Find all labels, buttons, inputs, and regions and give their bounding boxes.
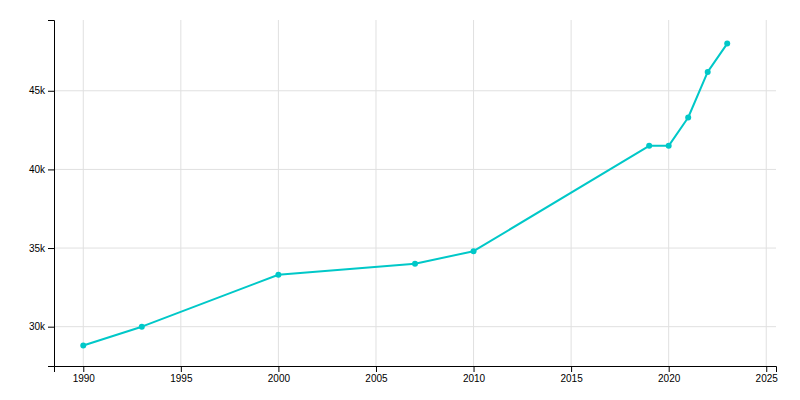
x-axis: 1990 1995 2000 2005 2010 2015 2020 2025: [55, 366, 779, 384]
tick: 2020: [658, 366, 681, 384]
point: [646, 143, 652, 149]
grid-line: [375, 20, 376, 366]
grid-line: [54, 248, 776, 249]
tick-label: 30k: [29, 321, 46, 332]
point: [412, 261, 418, 267]
tick: 2010: [463, 366, 486, 384]
plot: 1990 1995 2000 2005 2010 2015 2020 2025 30k 35k 40…: [29, 20, 778, 384]
grid: [54, 20, 776, 366]
axis-line: [48, 21, 55, 367]
tick-mark: [48, 169, 54, 170]
grid-line: [54, 326, 776, 327]
tick-mark: [278, 366, 279, 372]
y-axis: 30k 35k 40k 45k: [29, 21, 55, 367]
tick-label: 2005: [365, 373, 388, 384]
tick-label: 2015: [560, 373, 583, 384]
tick: 40k: [29, 164, 54, 175]
tick-label: 2025: [756, 373, 779, 384]
tick-mark: [669, 366, 670, 372]
grid-line: [473, 20, 474, 366]
grid-line: [278, 20, 279, 366]
tick: 35k: [29, 243, 54, 254]
tick-label: 1995: [170, 373, 193, 384]
point: [666, 143, 672, 149]
tick-mark: [48, 327, 54, 328]
tick-mark: [48, 248, 54, 249]
marks: [80, 41, 730, 349]
tick-mark: [766, 366, 767, 372]
chart: 1990 1995 2000 2005 2010 2015 2020 2025 30k 35k 40…: [0, 0, 800, 400]
tick-label: 40k: [29, 164, 46, 175]
grid-line: [54, 90, 776, 91]
grid-line: [766, 20, 767, 366]
point: [724, 41, 730, 47]
tick-label: 35k: [29, 243, 46, 254]
tick-label: 2020: [658, 373, 681, 384]
tick-mark: [376, 366, 377, 372]
tick: 2015: [560, 366, 583, 384]
grid-line: [83, 20, 84, 366]
point: [705, 69, 711, 75]
point: [80, 343, 86, 349]
point: [139, 324, 145, 330]
grid-line: [180, 20, 181, 366]
grid-line: [54, 169, 776, 170]
tick-mark: [48, 91, 54, 92]
tick: 2005: [365, 366, 388, 384]
tick-mark: [181, 366, 182, 372]
point: [471, 248, 477, 254]
tick-label: 45k: [29, 85, 46, 96]
tick-label: 2010: [463, 373, 486, 384]
tick-mark: [571, 366, 572, 372]
tick-mark: [474, 366, 475, 372]
axis-line: [55, 367, 777, 373]
tick-mark: [83, 366, 84, 372]
point: [685, 115, 691, 121]
tick-label: 1990: [73, 373, 96, 384]
tick: 30k: [29, 321, 54, 332]
line: [83, 44, 727, 346]
tick-label: 2000: [268, 373, 291, 384]
grid-line: [668, 20, 669, 366]
tick: 2025: [756, 366, 779, 384]
point: [275, 272, 281, 278]
tick: 2000: [268, 366, 291, 384]
tick: 45k: [29, 85, 54, 96]
tick: 1990: [73, 366, 96, 384]
tick: 1995: [170, 366, 193, 384]
